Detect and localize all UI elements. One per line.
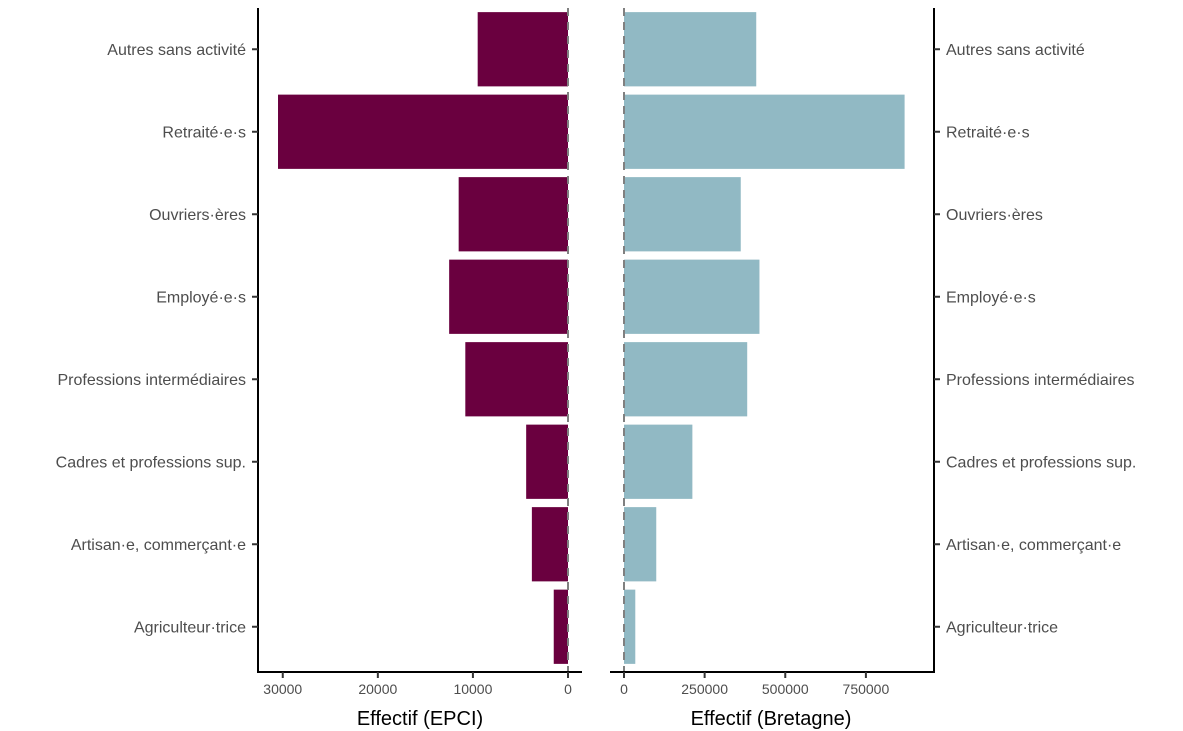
right-value-tick-label: 500000 (762, 681, 809, 697)
right-bar-cadres-et-professions-sup (624, 424, 693, 499)
right-category-label: Artisan·e, commerçant·e (946, 537, 1121, 554)
left-category-label: Employé·e·s (156, 289, 246, 306)
left-bar-agriculteur-trice (553, 589, 568, 664)
right-category-label: Ouvriers·ères (946, 207, 1043, 224)
left-axis-title: Effectif (EPCI) (357, 708, 483, 730)
right-bar-artisan-e-commercant-e (624, 507, 657, 582)
right-bar-autres-sans-activite (624, 12, 757, 87)
left-bar-cadres-et-professions-sup (526, 424, 568, 499)
left-category-label: Agriculteur·trice (134, 619, 246, 636)
left-category-label: Cadres et professions sup. (56, 454, 246, 471)
right-value-tick-label: 750000 (843, 681, 890, 697)
left-value-ticks: 30000 20000 10000 0 (263, 672, 572, 697)
right-bars (624, 12, 905, 664)
left-value-tick-label: 10000 (453, 681, 492, 697)
right-category-label: Employé·e·s (946, 289, 1036, 306)
right-category-label: Cadres et professions sup. (946, 454, 1136, 471)
left-value-tick-label: 20000 (358, 681, 397, 697)
right-category-label: Agriculteur·trice (946, 619, 1058, 636)
left-bar-retraite-e-s (278, 94, 568, 169)
right-category-label: Retraité·e·s (946, 124, 1030, 141)
right-value-tick-label: 250000 (681, 681, 728, 697)
left-category-label: Artisan·e, commerçant·e (71, 537, 246, 554)
left-bar-employe-e-s (449, 259, 568, 334)
left-bar-professions-intermediaires (465, 342, 568, 417)
right-bar-employe-e-s (624, 259, 760, 334)
right-category-label: Autres sans activité (946, 42, 1085, 59)
right-bar-retraite-e-s (624, 94, 905, 169)
right-panel: Autres sans activité Retraité·e·s Ouvriers… (610, 8, 1136, 730)
left-bar-ouvriers-eres (458, 177, 568, 252)
right-value-tick-label: 0 (620, 681, 628, 697)
left-category-label: Ouvriers·ères (149, 207, 246, 224)
left-bar-artisan-e-commercant-e (531, 507, 568, 582)
left-category-label: Retraité·e·s (162, 124, 246, 141)
left-bar-autres-sans-activite (477, 12, 568, 87)
right-axis-title: Effectif (Bretagne) (691, 708, 852, 730)
right-category-label: Professions intermédiaires (946, 372, 1135, 389)
left-value-tick-label: 0 (564, 681, 572, 697)
right-bar-agriculteur-trice (624, 589, 636, 664)
right-value-ticks: 0 250000 500000 750000 (620, 672, 889, 697)
left-category-label: Autres sans activité (107, 42, 246, 59)
left-category-label: Professions intermédiaires (57, 372, 246, 389)
right-bar-ouvriers-eres (624, 177, 741, 252)
left-category-labels: Autres sans activité Retraité·e·s Ouvriers… (56, 42, 258, 636)
left-value-tick-label: 30000 (263, 681, 302, 697)
right-bar-professions-intermediaires (624, 342, 748, 417)
right-category-labels: Autres sans activité Retraité·e·s Ouvriers… (934, 42, 1136, 636)
left-bars (278, 12, 568, 664)
left-panel: Autres sans activité Retraité·e·s Ouvriers… (56, 8, 582, 730)
